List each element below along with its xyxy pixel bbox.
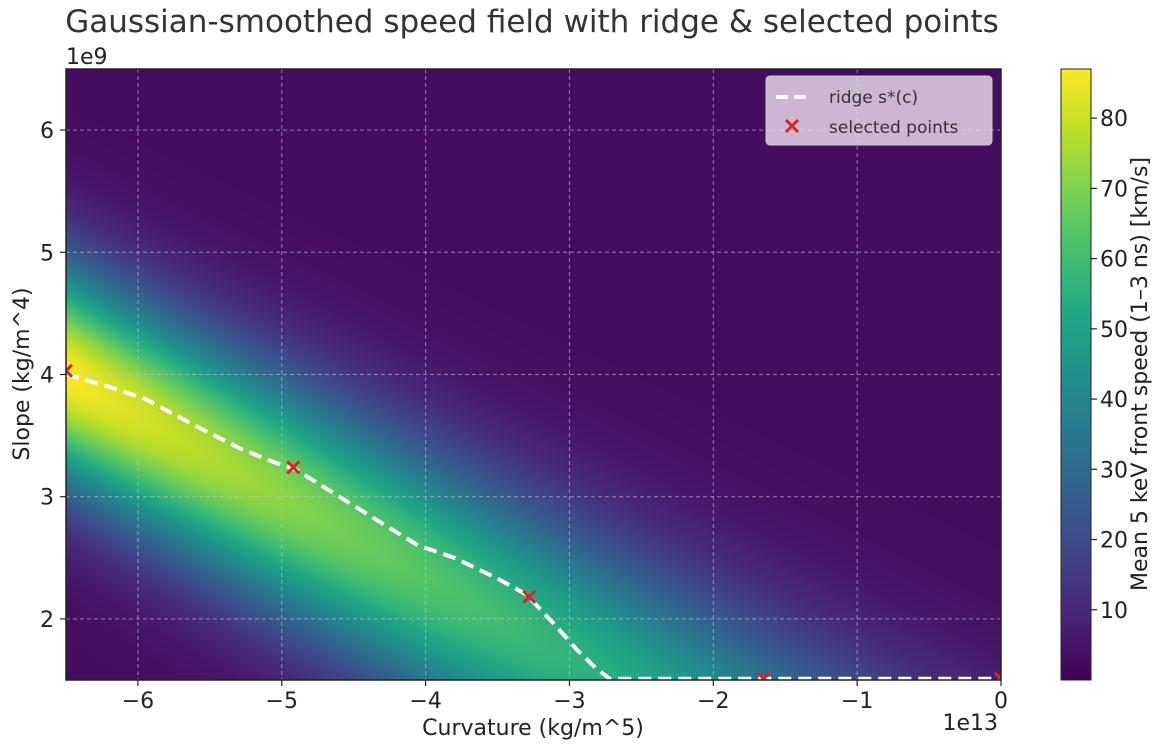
x-tick-label: −4 (409, 689, 441, 714)
x-tick-label: −1 (841, 689, 873, 714)
x-axis-label: Curvature (kg/m^5) (422, 716, 644, 741)
legend-points-swatch (784, 118, 800, 134)
x-tick-label: 0 (994, 689, 1008, 714)
legend: ridge s*(c) selected points (765, 75, 993, 146)
x-tick-label: −3 (553, 689, 585, 714)
colorbar-tick-label: 40 (1100, 388, 1128, 413)
colorbar-tick-label: 70 (1100, 177, 1128, 202)
selected-point-marker (522, 589, 537, 604)
y-tick-label: 5 (40, 241, 54, 266)
x-tick-label: −5 (266, 689, 298, 714)
x-tick-label: −6 (122, 689, 154, 714)
y-tick-label: 6 (40, 119, 54, 144)
legend-ridge-label: ridge s*(c) (829, 88, 918, 108)
colorbar-label: Mean 5 keV front speed (1–3 ns) [km/s] (1128, 157, 1153, 591)
chart-title: Gaussian-smoothed speed field with ridge… (65, 4, 999, 40)
colorbar-tick-label: 10 (1100, 599, 1128, 624)
y-axis-label: Slope (kg/m^4) (10, 287, 35, 460)
colorbar-tick-label: 60 (1100, 248, 1128, 273)
selected-point-marker (993, 671, 1001, 680)
y-tick-label: 3 (40, 486, 54, 511)
selected-point-marker (286, 460, 301, 475)
legend-box (765, 75, 993, 146)
selected-points-layer (66, 363, 1001, 680)
colorbar (1060, 68, 1092, 681)
ridge-layer (66, 372, 1001, 680)
colorbar-tick-label: 50 (1100, 318, 1128, 343)
x-offset-text: 1e13 (942, 711, 998, 736)
y-axis: 2 3 4 5 6 (40, 119, 66, 633)
colorbar-tick-label: 80 (1100, 107, 1128, 132)
colorbar-tick-label: 20 (1100, 529, 1128, 554)
selected-point-marker (66, 363, 74, 378)
colorbar-ticks: 10 20 30 40 50 60 70 80 (1091, 107, 1128, 624)
y-tick-label: 2 (40, 608, 54, 633)
x-tick-label: −2 (697, 689, 729, 714)
grid-lines (66, 69, 1001, 680)
colorbar-tick-label: 30 (1100, 458, 1128, 483)
legend-points-label: selected points (829, 118, 959, 138)
x-axis: −6 −5 −4 −3 −2 −1 0 (122, 680, 1008, 714)
y-tick-label: 4 (40, 364, 54, 389)
ridge-line (66, 372, 1001, 680)
selected-point-marker (756, 671, 771, 680)
y-offset-text: 1e9 (66, 45, 108, 70)
